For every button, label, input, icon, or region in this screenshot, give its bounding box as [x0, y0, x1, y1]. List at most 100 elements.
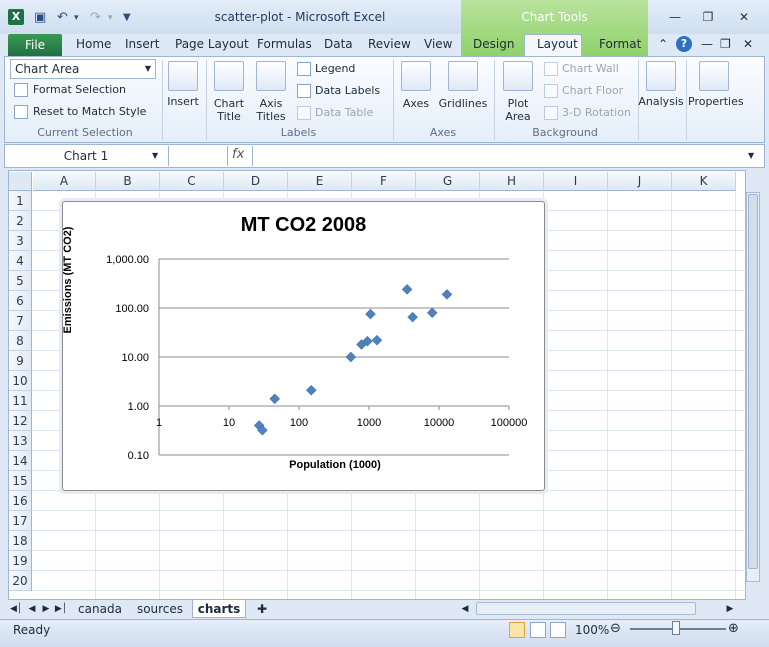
first-sheet-icon[interactable]: ◀│	[10, 604, 23, 614]
formula-bar[interactable]	[4, 144, 765, 168]
vertical-scroll-thumb[interactable]	[748, 194, 758, 569]
row-header[interactable]: 1	[9, 191, 32, 211]
help-icon[interactable]: ?	[676, 36, 692, 52]
minimize-ribbon-icon[interactable]: ⌃	[658, 37, 669, 51]
insert-sheet-icon[interactable]: ✚	[256, 602, 268, 616]
sheet-tab-canada[interactable]: canada	[78, 602, 122, 616]
tab-insert[interactable]: Insert	[125, 37, 160, 51]
tab-formulas[interactable]: Formulas	[257, 37, 312, 51]
undo-icon[interactable]: ↶	[57, 10, 68, 25]
column-header[interactable]: E	[288, 172, 352, 191]
workbook-close-icon[interactable]: ✕	[743, 37, 754, 51]
workbook-minimize-icon[interactable]: —	[701, 37, 713, 51]
select-all-corner[interactable]	[9, 172, 32, 191]
tab-view[interactable]: View	[424, 37, 453, 51]
chevron-down-icon[interactable]: ▼	[152, 151, 159, 160]
axes-button[interactable]: Axes	[402, 97, 430, 110]
customize-toolbar-icon[interactable]: ▼	[123, 12, 131, 23]
analysis-button[interactable]: Analysis	[638, 95, 684, 108]
insert-button[interactable]: Insert	[167, 95, 199, 108]
row-header[interactable]: 11	[9, 391, 32, 411]
last-sheet-icon[interactable]: ▶│	[54, 604, 68, 614]
close-icon[interactable]: ✕	[738, 10, 750, 24]
redo-dropdown-icon[interactable]: ▾	[108, 13, 113, 23]
chart-floor-button[interactable]: Chart Floor	[562, 84, 624, 97]
sheet-tab-sources[interactable]: sources	[136, 602, 184, 616]
plot-area-line1[interactable]: Plot	[507, 97, 529, 110]
column-header[interactable]: F	[352, 172, 416, 191]
zoom-slider-thumb[interactable]	[672, 621, 680, 635]
fx-icon[interactable]: fx	[232, 147, 245, 162]
row-header[interactable]: 15	[9, 471, 32, 491]
tab-format[interactable]: Format	[599, 37, 642, 51]
page-break-view-icon[interactable]	[550, 622, 566, 638]
row-header[interactable]: 4	[9, 251, 32, 271]
legend-button[interactable]: Legend	[315, 62, 356, 75]
chart-title[interactable]: MT CO2 2008	[240, 214, 367, 236]
tab-file[interactable]: File	[8, 34, 62, 56]
chart-area[interactable]	[62, 201, 545, 491]
scroll-left-icon[interactable]: ◀	[461, 604, 469, 614]
excel-icon[interactable]: X	[8, 9, 24, 25]
name-box[interactable]: Chart 1	[63, 149, 109, 163]
x-axis-title[interactable]: Population (1000)	[289, 459, 381, 471]
axis-titles-line1[interactable]: Axis	[259, 97, 283, 110]
scroll-right-icon[interactable]: ▶	[726, 604, 734, 614]
tab-review[interactable]: Review	[368, 37, 411, 51]
normal-view-icon[interactable]	[509, 622, 525, 638]
horizontal-scrollbar[interactable]	[476, 602, 696, 615]
data-labels-button[interactable]: Data Labels	[315, 84, 381, 97]
sheet-tab-charts[interactable]: charts	[192, 600, 246, 618]
tab-page-layout[interactable]: Page Layout	[175, 37, 249, 51]
column-header[interactable]: C	[160, 172, 224, 191]
row-header[interactable]: 13	[9, 431, 32, 451]
tab-design[interactable]: Design	[473, 37, 515, 51]
redo-icon[interactable]: ↷	[90, 10, 101, 25]
data-table-button[interactable]: Data Table	[315, 106, 374, 119]
formula-input[interactable]	[252, 146, 742, 166]
page-layout-view-icon[interactable]	[530, 622, 546, 638]
reset-to-match-style-button[interactable]: Reset to Match Style	[33, 105, 147, 118]
prev-sheet-icon[interactable]: ◀	[28, 604, 36, 614]
zoom-level[interactable]: 100%	[575, 623, 610, 637]
restore-icon[interactable]: ❐	[702, 10, 714, 24]
row-header[interactable]: 9	[9, 351, 32, 371]
chart-element-select[interactable]: Chart Area ▼	[10, 59, 156, 79]
next-sheet-icon[interactable]: ▶	[42, 604, 50, 614]
tab-layout[interactable]: Layout	[537, 37, 578, 51]
row-header[interactable]: 10	[9, 371, 32, 391]
row-header[interactable]: 3	[9, 231, 32, 251]
chart-title-line1[interactable]: Chart	[213, 97, 245, 110]
row-header[interactable]: 12	[9, 411, 32, 431]
row-header[interactable]: 14	[9, 451, 32, 471]
axis-titles-line2[interactable]: Titles	[256, 110, 286, 123]
zoom-in-icon[interactable]: ⊕	[728, 621, 739, 636]
chart-title-line2[interactable]: Title	[217, 110, 241, 123]
chart-wall-button[interactable]: Chart Wall	[562, 62, 619, 75]
column-header[interactable]: I	[544, 172, 608, 191]
row-header[interactable]: 2	[9, 211, 32, 231]
row-header[interactable]: 5	[9, 271, 32, 291]
tab-data[interactable]: Data	[324, 37, 353, 51]
properties-button[interactable]: Properties	[688, 95, 744, 108]
row-header[interactable]: 6	[9, 291, 32, 311]
column-header[interactable]: G	[416, 172, 480, 191]
column-header[interactable]: B	[96, 172, 160, 191]
row-header[interactable]: 7	[9, 311, 32, 331]
column-header[interactable]: K	[672, 172, 736, 191]
minimize-icon[interactable]: —	[669, 10, 681, 24]
tab-home[interactable]: Home	[76, 37, 112, 51]
undo-dropdown-icon[interactable]: ▾	[74, 13, 79, 23]
row-header[interactable]: 16	[9, 491, 32, 511]
workbook-restore-icon[interactable]: ❐	[720, 37, 731, 51]
column-header[interactable]: D	[224, 172, 288, 191]
row-header[interactable]: 18	[9, 531, 32, 551]
save-icon[interactable]: ▣	[34, 10, 47, 25]
row-header[interactable]: 20	[9, 571, 32, 591]
zoom-out-icon[interactable]: ⊖	[610, 621, 621, 636]
3d-rotation-button[interactable]: 3-D Rotation	[562, 106, 631, 119]
expand-formula-icon[interactable]: ▼	[748, 151, 755, 160]
row-header[interactable]: 17	[9, 511, 32, 531]
row-header[interactable]: 8	[9, 331, 32, 351]
row-header[interactable]: 19	[9, 551, 32, 571]
